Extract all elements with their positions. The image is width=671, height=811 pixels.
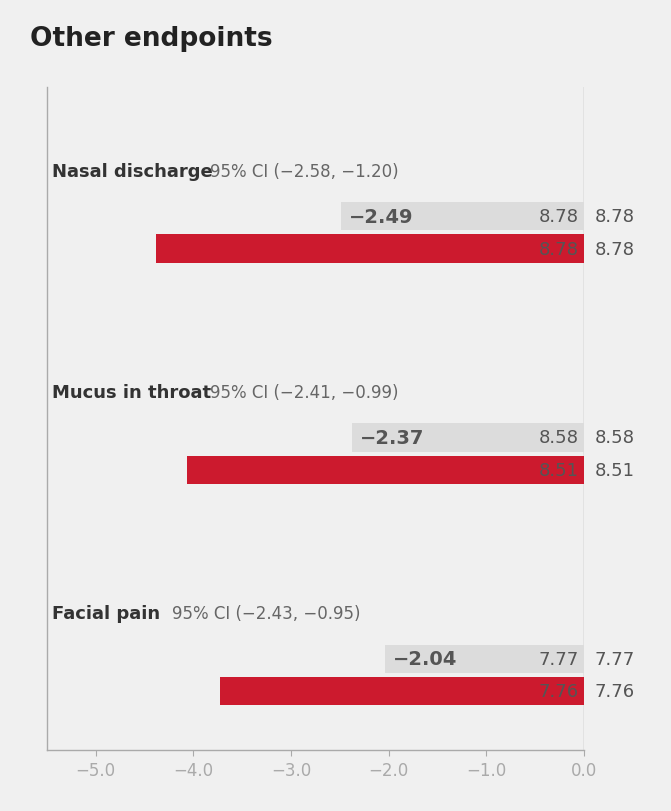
Text: 7.76: 7.76 bbox=[595, 682, 635, 700]
Text: 95% CI (−2.43, −0.95): 95% CI (−2.43, −0.95) bbox=[172, 605, 360, 623]
Text: 8.78: 8.78 bbox=[595, 208, 635, 226]
Bar bbox=[384, 645, 584, 673]
Text: −4.07: −4.07 bbox=[195, 461, 258, 479]
Text: 7.77: 7.77 bbox=[539, 650, 579, 667]
Text: 8.51: 8.51 bbox=[539, 461, 579, 479]
Text: 95% CI (−2.58, −1.20): 95% CI (−2.58, −1.20) bbox=[210, 163, 399, 181]
Text: 8.78: 8.78 bbox=[539, 208, 579, 226]
Text: Other endpoints: Other endpoints bbox=[30, 26, 273, 52]
Text: −2.49: −2.49 bbox=[348, 208, 413, 226]
Text: 7.76: 7.76 bbox=[539, 682, 579, 700]
Text: 8.58: 8.58 bbox=[595, 429, 635, 447]
Text: 8.78: 8.78 bbox=[595, 240, 635, 258]
Text: 8.58: 8.58 bbox=[539, 429, 579, 447]
Bar bbox=[341, 203, 584, 231]
Bar bbox=[156, 235, 584, 264]
Bar bbox=[187, 456, 584, 484]
Text: 8.78: 8.78 bbox=[539, 240, 579, 258]
Text: Nasal discharge: Nasal discharge bbox=[52, 163, 213, 181]
Text: −2.04: −2.04 bbox=[393, 650, 457, 668]
Text: 8.51: 8.51 bbox=[595, 461, 635, 479]
Text: Mucus in throat: Mucus in throat bbox=[52, 384, 211, 401]
Text: −4.38: −4.38 bbox=[164, 240, 229, 259]
Text: −2.37: −2.37 bbox=[360, 428, 425, 448]
Text: 95% CI (−2.41, −0.99): 95% CI (−2.41, −0.99) bbox=[210, 384, 399, 401]
Bar bbox=[352, 424, 584, 452]
Text: −3.73: −3.73 bbox=[227, 681, 292, 701]
Text: Facial pain: Facial pain bbox=[52, 605, 160, 623]
Text: 7.77: 7.77 bbox=[595, 650, 635, 667]
Bar bbox=[219, 677, 584, 705]
